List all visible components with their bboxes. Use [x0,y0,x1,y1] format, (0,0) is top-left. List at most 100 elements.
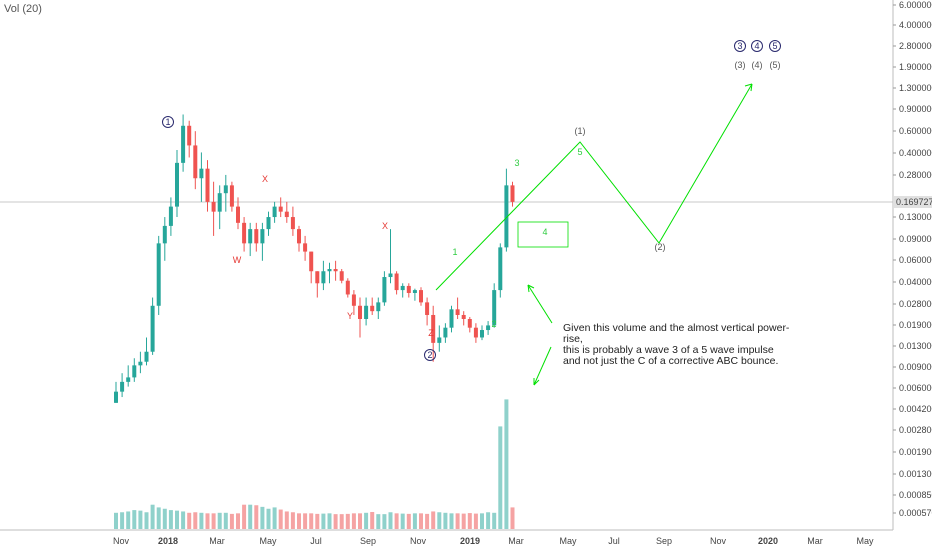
wave-label-x1: X [262,174,268,184]
candle-body [358,305,362,319]
time-tick-label: May [259,536,277,546]
price-tick-label: 0.0090000 [899,362,932,372]
candle-body [327,269,332,272]
price-tick-label: 0.9000000 [899,104,932,114]
candle-body [175,162,179,207]
candle-body [443,327,448,338]
price-tick-label: 0.0280000 [899,299,932,309]
volume-bar [376,514,381,529]
candle-body [498,247,503,291]
volume-bar [168,510,173,529]
volume-legend: Vol (20) [4,3,42,15]
volume-bar [193,512,198,529]
volume-bar [461,513,466,529]
wave-label-z: Z [428,328,434,338]
candle-body [278,206,283,212]
candle-body [156,243,161,306]
time-tick-label: Jul [310,536,322,546]
candle-body [461,314,466,319]
candle-body [223,185,228,194]
volume-bar [297,513,301,529]
volume-bar [120,512,125,529]
projection-arrowhead [744,83,753,92]
candle-body [492,290,497,326]
candle-body [284,211,289,218]
volume-bar [211,513,216,529]
volume-bar [449,513,454,529]
candle-body [126,377,131,382]
comment-arrow-upper-head [527,284,535,293]
price-tick-label: 0.0060000 [899,383,932,393]
price-tick-label: 0.1300000 [899,212,932,222]
comment-arrow-lower [533,346,552,386]
volume-bar [486,512,491,529]
candle-body [266,217,271,230]
time-tick-label: 2020 [758,536,778,546]
volume-bar [394,513,399,529]
volume-bar [150,504,155,529]
wave4-target-box [517,221,569,248]
candle-body [321,271,326,284]
volume-bar [455,513,460,529]
wave-circle [424,349,436,361]
volume-bar [181,511,186,529]
price-tick-label: 2.8000000 [899,41,932,51]
candle-body [315,271,320,284]
candle-body [364,305,369,319]
candle-body [473,327,478,338]
time-tick-label: Nov [113,536,130,546]
analysis-comment: Given this volume and the almost vertica… [563,323,793,367]
price-tick-label: 0.0400000 [899,277,932,287]
wave-label-2: 2 [491,319,496,329]
candle-body [467,318,472,328]
volume-bar [400,513,405,529]
candle-body [382,277,387,303]
volume-bar [260,506,265,529]
time-tick-label: 2018 [158,536,178,546]
candle-body [480,330,484,338]
volume-bar [412,513,417,529]
candle-body [297,229,301,244]
volume-bar [278,509,283,529]
comment-line: and not just the C of a corrective ABC b… [563,355,779,367]
candle-body [229,185,234,207]
price-tick-label: 0.0008500 [899,490,932,500]
time-tick-label: May [559,536,577,546]
volume-bar [327,513,332,529]
projection-label-2: (2) [655,242,666,252]
candle-body [412,290,417,293]
candle-body [339,271,344,281]
price-tick-label: 0.4000000 [899,148,932,158]
volume-bar [223,512,228,529]
candle-body [181,125,186,163]
wave-label-4: 4 [542,227,547,237]
candle-body [425,302,430,315]
candle-body [199,168,204,179]
candle-body [187,125,192,146]
volume-bar [504,399,509,529]
wave-label-w: W [233,255,242,265]
projection-label-1: (1) [575,126,586,136]
volume-bar [248,504,253,529]
volume-bar [132,510,137,529]
wave-circle-label: 3 [737,41,742,51]
price-tick-label: 4.0000000 [899,20,932,30]
volume-bar [126,511,131,529]
volume-bar [382,514,387,529]
wave-label-y: Y [347,311,353,321]
wave-sub-label: (5) [770,60,781,70]
volume-bar [290,512,295,529]
candle-body [120,381,125,392]
volume-bar [309,513,314,529]
candle-body [437,337,442,343]
volume-bar [406,513,411,529]
volume-bar [254,505,259,529]
volume-bar [498,426,503,529]
price-tick-label: 0.0600000 [899,255,932,265]
candle-body [333,269,338,272]
volume-bar [437,512,442,529]
candle-body [309,251,314,272]
volume-bar [303,513,308,529]
candle-body [242,222,247,244]
wave-sub-label: (4) [752,60,763,70]
